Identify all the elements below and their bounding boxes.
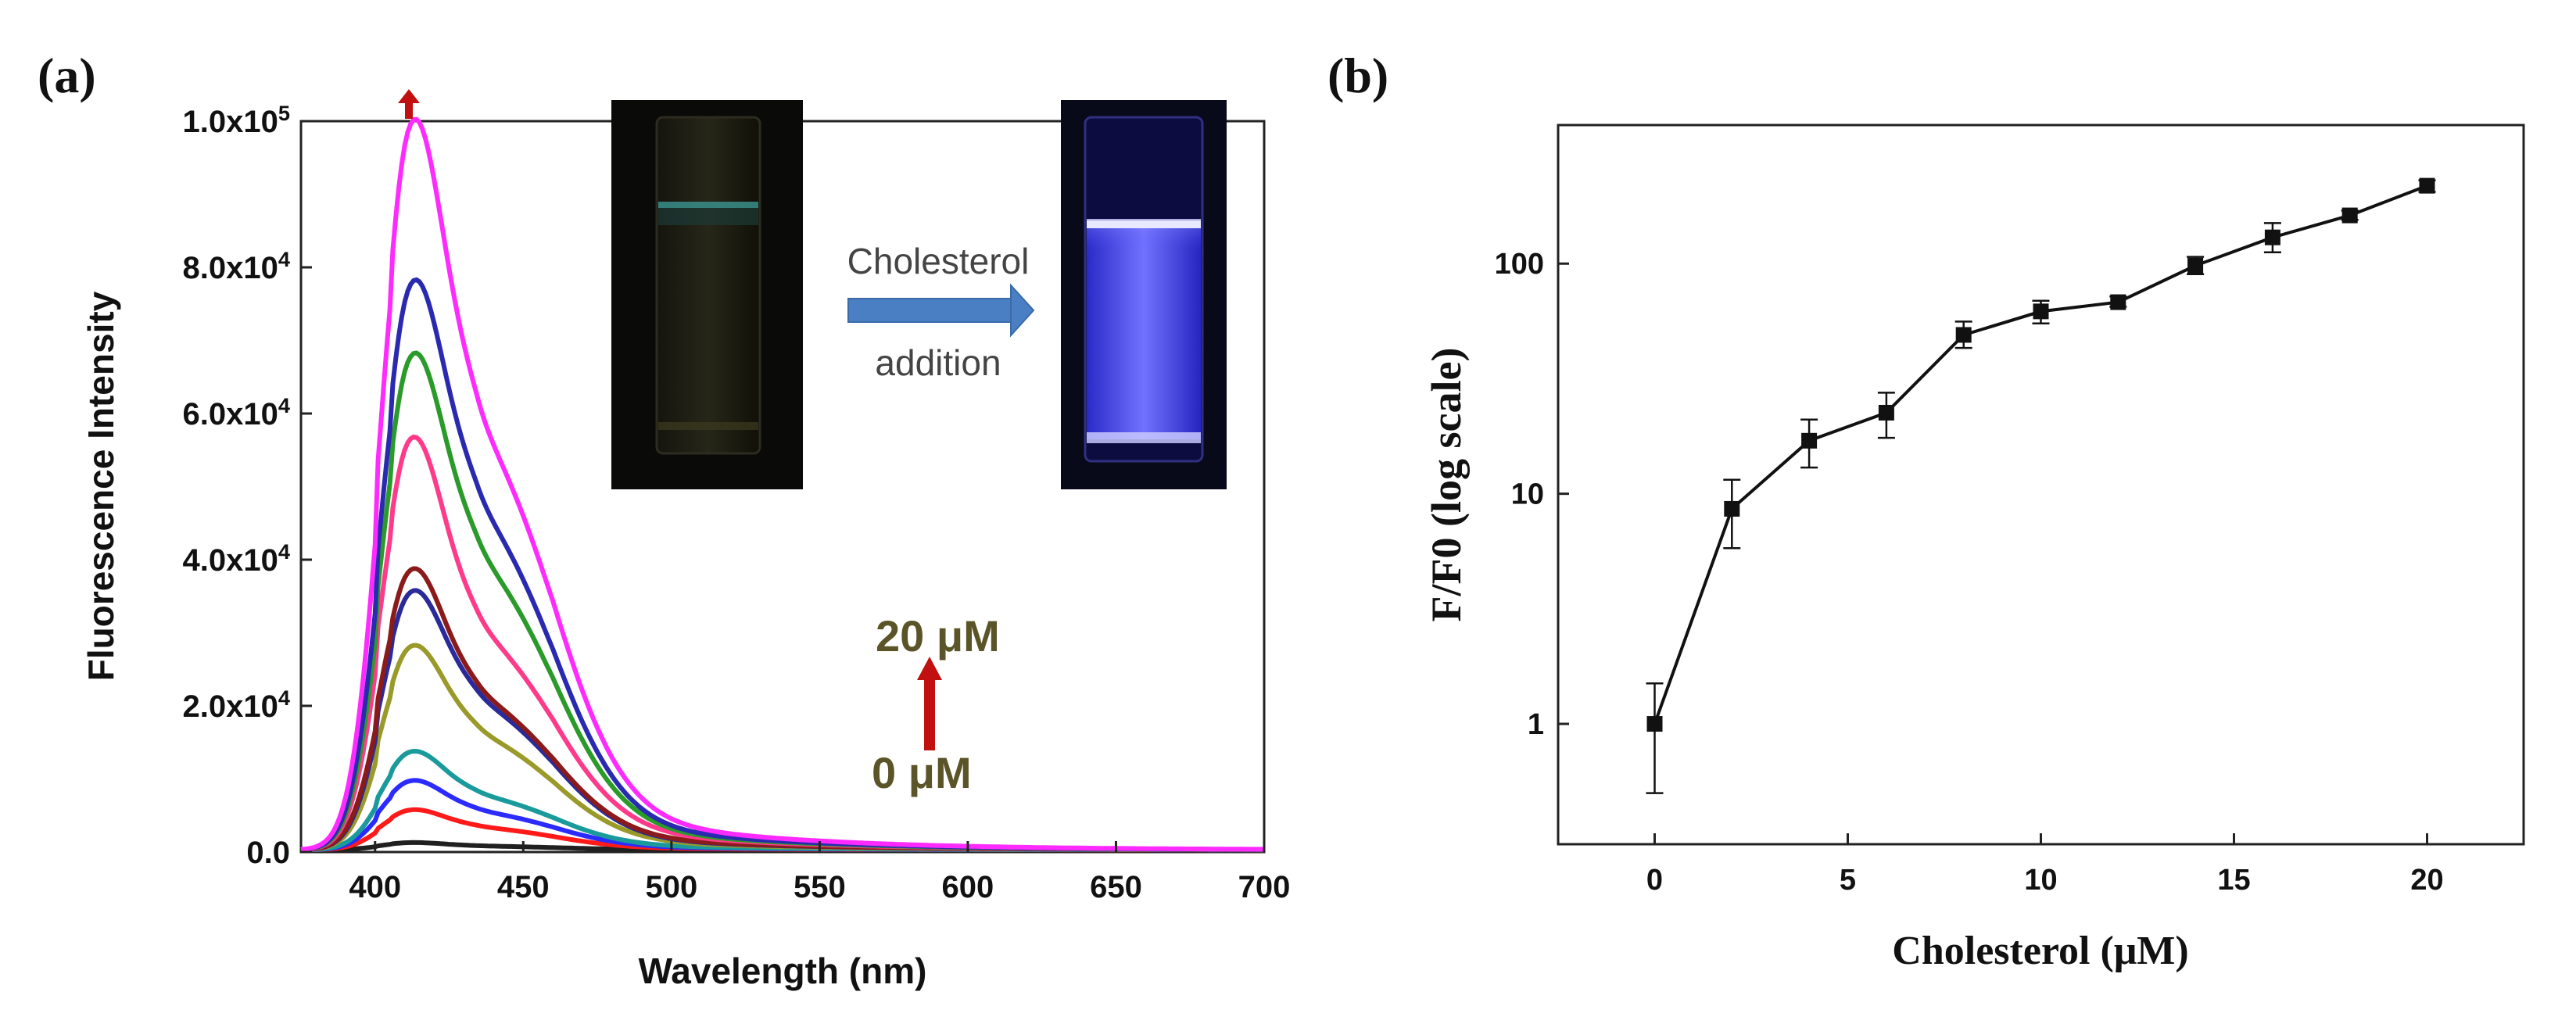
spectra-y-tick-label-5: 1.0x105 <box>183 101 290 139</box>
ratio-x-tick-label-0: 0 <box>1646 864 1663 897</box>
ratio-y-ticks: 1 10 100 <box>1495 248 1569 741</box>
ratio-x-axis-label: Cholesterol (μM) <box>1892 929 2188 973</box>
arrow-cholesterol-addition <box>847 283 1035 338</box>
inset-label-addition: addition <box>875 342 1001 383</box>
spectrum-curve-10 <box>300 116 1264 852</box>
ratio-y-tick-label-2: 100 <box>1495 248 1544 281</box>
ratio-point-7 <box>2187 257 2204 274</box>
vial-photo-after <box>1061 100 1227 489</box>
panel-label-a: (a) <box>38 48 96 103</box>
spectra-x-tick-label-6: 700 <box>1238 870 1291 904</box>
spectrum-curve-6 <box>300 566 1264 852</box>
ratio-chart: 0 5 10 15 20 1 10 100 Cholesterol (μM) F/F0 (l… <box>1423 124 2525 973</box>
ratio-y-tick-label-1: 10 <box>1511 478 1544 511</box>
spectra-y-tick-label-1: 2.0x104 <box>183 686 290 724</box>
spectra-y-tick-label-4: 8.0x104 <box>183 247 290 285</box>
ratio-y-tick-label-0: 1 <box>1528 708 1544 741</box>
spectra-x-tick-label-5: 650 <box>1090 870 1142 904</box>
ratio-point-5 <box>2033 303 2049 320</box>
spectra-y-tick-label-0: 0.0 <box>246 836 290 870</box>
concentration-increase-arrow <box>917 657 942 750</box>
spectrum-curve-7 <box>300 434 1264 852</box>
spectra-y-tick-label-3: 6.0x104 <box>183 393 290 431</box>
spectra-x-tick-label-0: 400 <box>349 870 401 904</box>
spectra-y-tick-label-2: 4.0x104 <box>183 539 290 578</box>
spectra-chart: 400 450 500 550 600 650 700 0.0 2.0x104 4.0x104 6… <box>81 89 1290 991</box>
spectra-curves <box>300 116 1264 853</box>
ratio-x-tick-label-2: 10 <box>2024 864 2057 897</box>
ratio-point-4 <box>1955 327 1972 343</box>
ratio-x-ticks: 0 5 10 15 20 <box>1646 833 2444 897</box>
ratio-series-line <box>1653 184 2428 725</box>
ratio-series <box>1646 177 2436 794</box>
ratio-point-8 <box>2264 229 2280 245</box>
ratio-x-tick-label-4: 20 <box>2410 864 2443 897</box>
ratio-y-axis-label-text: F/F0 (log scale) <box>1423 348 1470 622</box>
ratio-point-0 <box>1646 716 1663 732</box>
spectra-x-tick-label-2: 500 <box>645 870 697 904</box>
concentration-low-label: 0 μM <box>872 748 972 797</box>
ratio-x-tick-label-3: 15 <box>2217 864 2250 897</box>
vial-photo-before <box>611 100 803 489</box>
spectra-y-axis-label: Fluorescence Intensity <box>81 291 121 681</box>
panel-label-b: (b) <box>1327 48 1388 103</box>
spectra-x-ticks: 400 450 500 550 600 650 700 <box>349 841 1290 904</box>
concentration-high-label: 20 μM <box>876 611 1000 661</box>
ratio-point-2 <box>1801 432 1818 449</box>
spectra-x-tick-label-1: 450 <box>497 870 550 904</box>
spectra-x-tick-label-4: 600 <box>942 870 994 904</box>
ratio-plot-frame <box>1557 124 2525 846</box>
inset-label-cholesterol: Cholesterol <box>847 241 1030 281</box>
ratio-y-axis-label: F/F0 (log scale) <box>1423 348 1470 622</box>
spectra-x-axis-label: Wavelength (nm) <box>639 951 927 991</box>
ratio-point-9 <box>2341 207 2358 224</box>
ratio-x-tick-label-1: 5 <box>1840 864 1856 897</box>
ratio-point-3 <box>1878 404 1894 421</box>
ratio-point-6 <box>2110 294 2126 310</box>
spectra-x-tick-label-3: 550 <box>794 870 846 904</box>
spectra-y-ticks: 0.0 2.0x104 4.0x104 6.0x104 8.0x104 1.0x105 <box>183 101 312 870</box>
spectrum-curve-3 <box>301 749 1264 853</box>
spectrum-curve-5 <box>300 588 1264 852</box>
ratio-point-1 <box>1724 500 1740 517</box>
ratio-point-10 <box>2419 177 2435 194</box>
peak-increase-arrow <box>398 89 420 119</box>
